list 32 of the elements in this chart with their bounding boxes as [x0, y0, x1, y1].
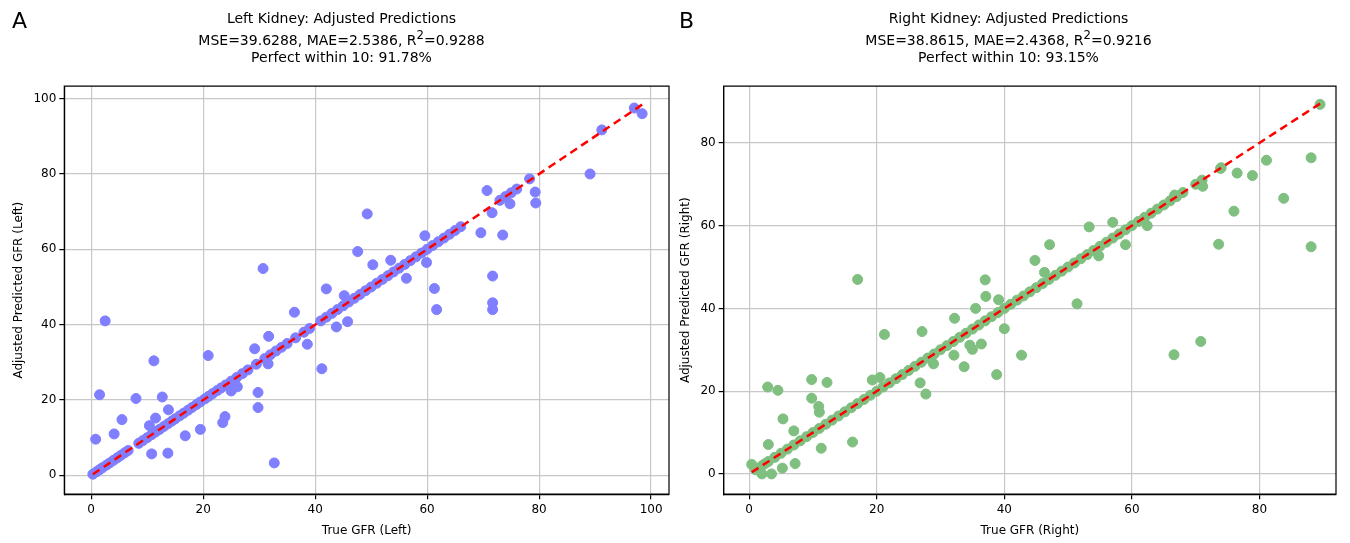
y-tick-label: 80 [41, 166, 57, 181]
x-tick-label: 100 [639, 501, 663, 516]
x-tick-label: 40 [307, 501, 323, 516]
y-tick-label: 60 [41, 241, 57, 256]
x-tick-label: 0 [745, 501, 753, 516]
x-axis-title: True GFR (Right) [979, 522, 1080, 537]
y-tick-label: 40 [41, 316, 57, 331]
chart-title: Left Kidney: Adjusted Predictions [226, 10, 457, 26]
chart-title: Right Kidney: Adjusted Predictions [888, 10, 1129, 26]
y-tick-label: 20 [700, 383, 716, 398]
text: B [679, 8, 695, 33]
y-axis-title: Adjusted Predicted GFR (Left) [11, 201, 26, 379]
x-tick-label: 80 [531, 501, 547, 516]
text: A [12, 8, 28, 33]
x-axis-title: True GFR (Left) [320, 522, 412, 537]
x-tick-label: 20 [195, 501, 211, 516]
x-tick-label: 20 [869, 501, 885, 516]
x-tick-label: 0 [87, 501, 95, 516]
chart-subtitle: MSE=39.6288, MAE=2.5386, R$^{2}$=0.9288 Perfect within 10: 91.78% [197, 28, 486, 66]
y-axis-title: Adjusted Predicted GFR (Right) [678, 197, 693, 384]
y-tick-label: 0 [708, 466, 716, 481]
y-tick-label: 80 [700, 135, 716, 150]
y-tick-label: 0 [48, 467, 57, 482]
x-tick-label: 60 [419, 501, 435, 516]
y-tick-label: 100 [33, 90, 57, 105]
y-tick-label: 40 [700, 300, 716, 315]
x-tick-label: 60 [1124, 501, 1140, 516]
y-tick-label: 20 [41, 392, 57, 407]
x-tick-label: 40 [996, 501, 1012, 516]
x-tick-label: 80 [1251, 501, 1268, 516]
y-tick-label: 60 [700, 217, 716, 232]
chart-subtitle: MSE=38.8615, MAE=2.4368, R$^{2}$=0.9216 Perfect within 10: 93.15% [864, 28, 1153, 66]
